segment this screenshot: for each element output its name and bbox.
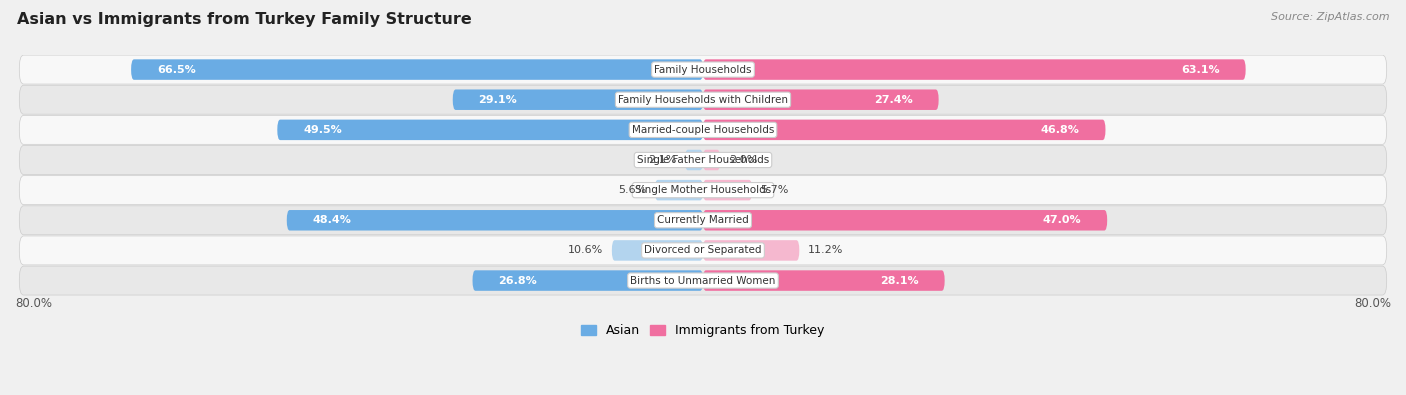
FancyBboxPatch shape: [703, 180, 752, 200]
Text: Source: ZipAtlas.com: Source: ZipAtlas.com: [1271, 12, 1389, 22]
FancyBboxPatch shape: [20, 236, 1386, 265]
Text: Divorced or Separated: Divorced or Separated: [644, 245, 762, 256]
FancyBboxPatch shape: [20, 85, 1386, 114]
FancyBboxPatch shape: [20, 55, 1386, 84]
FancyBboxPatch shape: [612, 240, 703, 261]
Text: 46.8%: 46.8%: [1040, 125, 1080, 135]
Text: 47.0%: 47.0%: [1043, 215, 1081, 225]
Text: Married-couple Households: Married-couple Households: [631, 125, 775, 135]
Text: 2.1%: 2.1%: [648, 155, 676, 165]
Text: 63.1%: 63.1%: [1181, 64, 1220, 75]
Text: Births to Unmarried Women: Births to Unmarried Women: [630, 276, 776, 286]
FancyBboxPatch shape: [453, 89, 703, 110]
FancyBboxPatch shape: [472, 270, 703, 291]
FancyBboxPatch shape: [703, 210, 1107, 231]
FancyBboxPatch shape: [685, 150, 703, 170]
Text: 80.0%: 80.0%: [15, 297, 52, 310]
Text: 66.5%: 66.5%: [157, 64, 195, 75]
FancyBboxPatch shape: [703, 59, 1246, 80]
Text: Currently Married: Currently Married: [657, 215, 749, 225]
Legend: Asian, Immigrants from Turkey: Asian, Immigrants from Turkey: [576, 320, 830, 342]
Text: Asian vs Immigrants from Turkey Family Structure: Asian vs Immigrants from Turkey Family S…: [17, 12, 471, 27]
Text: 49.5%: 49.5%: [304, 125, 342, 135]
FancyBboxPatch shape: [703, 120, 1105, 140]
Text: 26.8%: 26.8%: [498, 276, 537, 286]
Text: 28.1%: 28.1%: [880, 276, 920, 286]
Text: Single Mother Households: Single Mother Households: [636, 185, 770, 195]
FancyBboxPatch shape: [703, 240, 800, 261]
Text: 5.6%: 5.6%: [619, 185, 647, 195]
FancyBboxPatch shape: [20, 266, 1386, 295]
Text: 29.1%: 29.1%: [478, 95, 517, 105]
FancyBboxPatch shape: [131, 59, 703, 80]
FancyBboxPatch shape: [287, 210, 703, 231]
Text: 80.0%: 80.0%: [1354, 297, 1391, 310]
Text: 11.2%: 11.2%: [808, 245, 844, 256]
Text: 2.0%: 2.0%: [728, 155, 758, 165]
Text: 48.4%: 48.4%: [312, 215, 352, 225]
FancyBboxPatch shape: [20, 145, 1386, 175]
Text: 5.7%: 5.7%: [761, 185, 789, 195]
FancyBboxPatch shape: [20, 176, 1386, 205]
FancyBboxPatch shape: [20, 206, 1386, 235]
FancyBboxPatch shape: [20, 115, 1386, 144]
FancyBboxPatch shape: [277, 120, 703, 140]
Text: Family Households: Family Households: [654, 64, 752, 75]
FancyBboxPatch shape: [703, 270, 945, 291]
Text: 10.6%: 10.6%: [568, 245, 603, 256]
FancyBboxPatch shape: [655, 180, 703, 200]
FancyBboxPatch shape: [703, 89, 939, 110]
FancyBboxPatch shape: [703, 150, 720, 170]
Text: Family Households with Children: Family Households with Children: [619, 95, 787, 105]
Text: Single Father Households: Single Father Households: [637, 155, 769, 165]
Text: 27.4%: 27.4%: [875, 95, 912, 105]
